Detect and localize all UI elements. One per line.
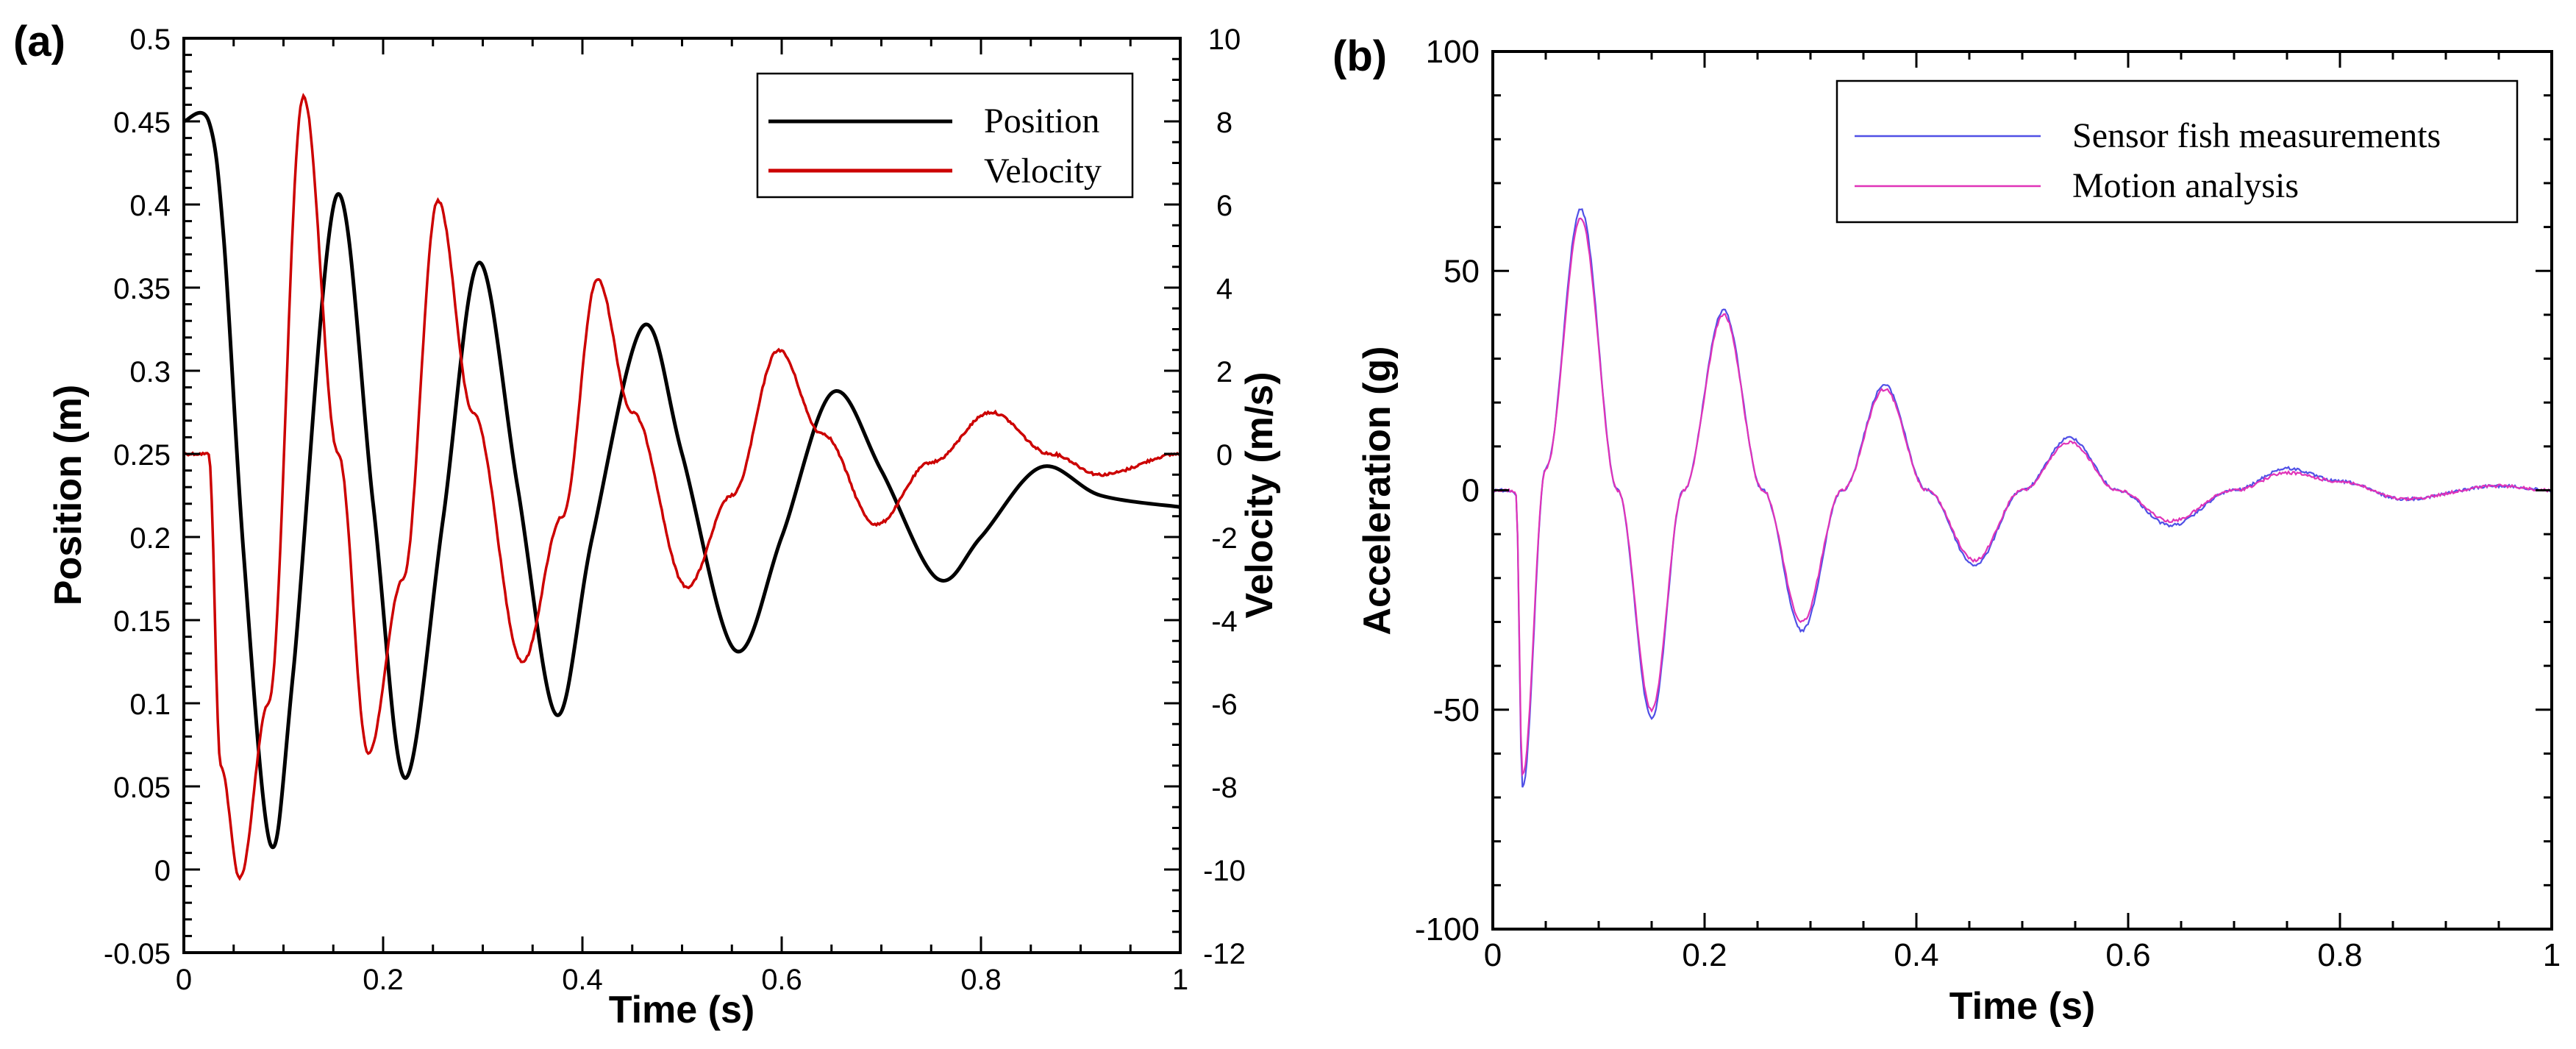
panel-b-label: (b) xyxy=(1332,32,1387,80)
panel-a-right-tick-label: 6 xyxy=(1216,190,1232,222)
panel-a-right-tick-label: 10 xyxy=(1208,24,1241,56)
panel-a-right-tick-label: 0 xyxy=(1216,439,1232,472)
panel-b-y-tick-label: 50 xyxy=(1444,253,1480,289)
panel-b-x-tick-label: 1 xyxy=(2543,937,2561,973)
panel-a-right-tick-label: -8 xyxy=(1211,772,1238,804)
panel-b-x-tick-label: 0 xyxy=(1484,937,1502,973)
panel-a-legend-label-velocity: Velocity xyxy=(984,152,1102,191)
panel-a-left-axis: -0.05 0 0.05 0.1 0.15 0.2 0.25 0.3 0.35 0.4 0.45 0.… xyxy=(104,24,200,970)
panel-a: (a) -0.0500.050.10.150.20.250.30.350.40.… xyxy=(13,18,1281,1031)
panel-a-right-tick-label: 2 xyxy=(1216,356,1232,388)
panel-a-left-tick-label: 0.4 xyxy=(129,190,171,222)
panel-b-motion-line xyxy=(1493,217,2552,778)
panel-a-left-tick-label: 0.5 xyxy=(129,24,171,56)
panel-b-y-axis-title: Acceleration (g) xyxy=(1356,346,1399,636)
panel-a-right-tick-label: -2 xyxy=(1211,522,1238,555)
panel-a-y-axis-title: Position (m) xyxy=(47,385,90,605)
panel-a-series xyxy=(183,93,1181,881)
panel-b-x-tick-label: 0.8 xyxy=(2317,937,2362,973)
panel-a-right-tick-label: -6 xyxy=(1211,689,1238,721)
panel-a-left-tick-label: 0.35 xyxy=(113,273,171,305)
panel-b-x-tick-label: 0.4 xyxy=(1894,937,1938,973)
panel-a-legend-box xyxy=(756,72,1134,199)
panel-a-velocity-line xyxy=(183,93,1181,881)
panel-b-y-tick-label: -100 xyxy=(1415,911,1480,947)
panel-b: (b) -100 -50 0 50 100 0 0.2 0.4 0.6 0.8 1 Time (s… xyxy=(1332,32,2561,1028)
panel-a-right-tick-label: -12 xyxy=(1203,938,1246,970)
panel-b-y-axis: -100 -50 0 50 100 xyxy=(1415,34,2552,947)
panel-b-x-tick-label: 0.2 xyxy=(1682,937,1727,973)
panel-a-x-tick-label: 0.8 xyxy=(960,964,1002,996)
panel-b-y-tick-label: -50 xyxy=(1433,692,1480,728)
panel-a-y2-axis-title: Velocity (m/s) xyxy=(1238,371,1281,618)
panel-a-right-axis: -12 -10 -8 -6 -4 -2 0 2 4 6 8 10 xyxy=(1164,24,1246,970)
panel-a-label: (a) xyxy=(13,18,65,65)
panel-b-legend-box xyxy=(1835,79,2519,224)
panel-a-left-tick-label: 0.45 xyxy=(113,107,171,139)
panel-a-x-tick-label: 0 xyxy=(176,964,192,996)
panel-a-right-tick-label: 8 xyxy=(1216,107,1232,139)
panel-a-position-line xyxy=(183,110,1181,850)
panel-a-left-tick-label: 0 xyxy=(154,855,171,887)
panel-a-x-tick-label: 0.4 xyxy=(562,964,603,996)
panel-a-x-tick-label: 0.2 xyxy=(363,964,404,996)
panel-a-left-tick-label: 0.05 xyxy=(113,772,171,804)
panel-b-x-axis: 0 0.2 0.4 0.6 0.8 1 xyxy=(1484,51,2561,973)
panel-b-legend: Sensor fish measurements Motion analysis xyxy=(1835,79,2519,224)
panel-a-right-tick-label: 4 xyxy=(1216,273,1232,305)
panel-a-right-tick-label: -10 xyxy=(1203,855,1246,887)
panel-a-left-tick-label: -0.05 xyxy=(104,938,171,970)
panel-a-right-tick-label: -4 xyxy=(1211,605,1238,638)
panel-a-x-tick-label: 1 xyxy=(1172,964,1188,996)
panel-a-legend: Position Velocity xyxy=(756,72,1134,199)
panel-a-left-tick-label: 0.25 xyxy=(113,439,171,472)
panel-a-x-axis-title: Time (s) xyxy=(609,989,754,1031)
panel-a-x-axis: 0 0.2 0.4 0.6 0.8 1 xyxy=(176,38,1188,996)
panel-a-legend-label-position: Position xyxy=(984,102,1099,141)
panel-b-x-tick-label: 0.6 xyxy=(2105,937,2150,973)
panel-a-left-tick-label: 0.15 xyxy=(113,605,171,638)
panel-b-y-tick-label: 100 xyxy=(1426,34,1480,70)
panel-a-left-tick-label: 0.2 xyxy=(129,522,171,555)
panel-b-y-tick-label: 0 xyxy=(1462,473,1480,509)
panel-b-legend-label-sensor: Sensor fish measurements xyxy=(2072,116,2441,155)
panel-b-legend-label-motion: Motion analysis xyxy=(2072,166,2299,205)
panel-b-x-axis-title: Time (s) xyxy=(1949,985,2095,1028)
panel-b-series xyxy=(1492,208,2552,788)
panel-a-left-tick-label: 0.1 xyxy=(129,689,171,721)
panel-a-x-tick-label: 0.6 xyxy=(761,964,802,996)
panel-a-left-tick-label: 0.3 xyxy=(129,356,171,388)
